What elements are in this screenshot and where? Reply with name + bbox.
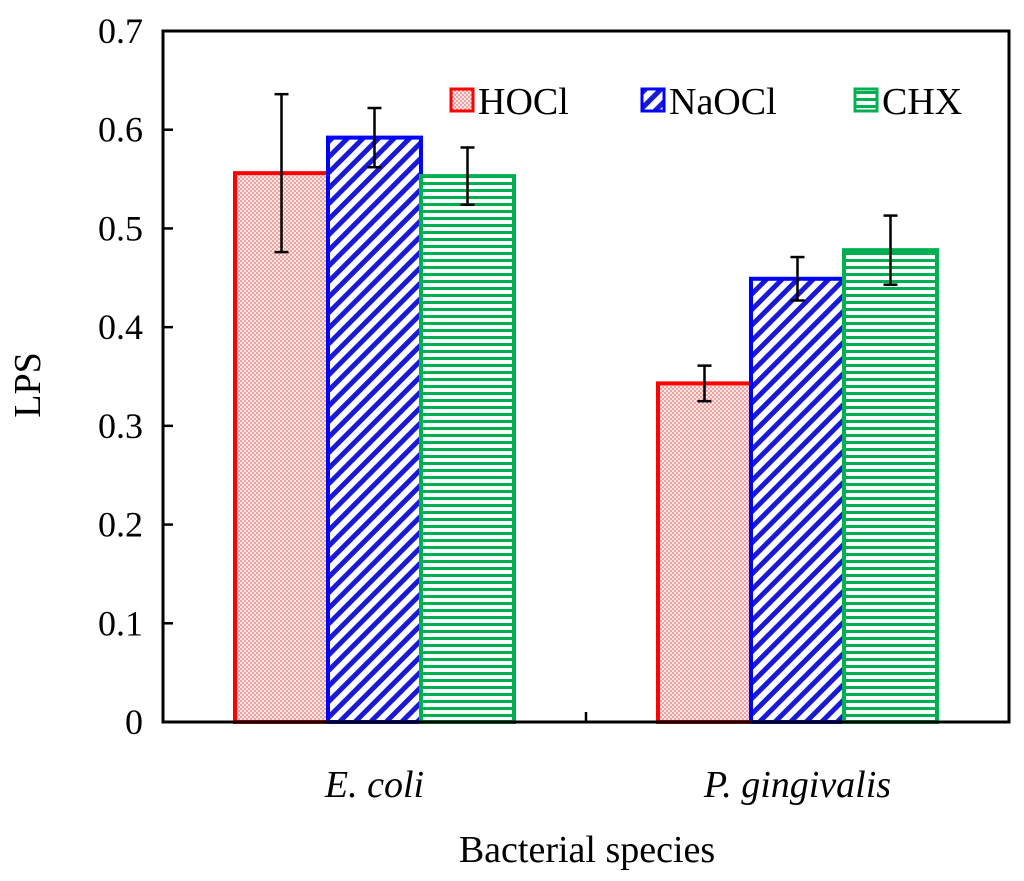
error-bar-hocl-2: [697, 364, 712, 403]
legend-label-hocl: HOCl: [478, 81, 569, 123]
y-tick-label-7: 0.6: [98, 110, 143, 150]
legend-label-chx: CHX: [882, 81, 962, 123]
error-bars-layer: [274, 92, 898, 403]
y-tick-label-4: 0.3: [98, 406, 143, 446]
legend-swatch-chx: [853, 87, 879, 113]
legend-item-naocl: NaOCl: [640, 81, 777, 123]
y-tick-label-6: 0.5: [98, 208, 143, 248]
error-bar-chx-1: [460, 146, 475, 206]
error-bar-naocl-2: [790, 255, 805, 302]
legend-swatch-hocl: [449, 87, 475, 113]
x-tick-label-2: P. gingivalis: [703, 764, 891, 806]
legend-item-hocl: HOCl: [449, 81, 569, 123]
bars-layer: [233, 135, 939, 725]
bar-hocl-2: [656, 381, 753, 724]
legend: HOCl NaOCl CHX: [449, 81, 962, 123]
error-bar-hocl-1: [274, 92, 289, 254]
y-tick-label-1: 0: [125, 702, 143, 742]
axes-layer: E. coli P. gingivalis 0 0.1 0.2 0.3 0.4 0.5 0.6 0…: [98, 11, 1011, 806]
legend-item-chx: CHX: [853, 81, 962, 123]
y-tick-label-3: 0.2: [98, 505, 143, 545]
error-bar-chx-2: [883, 214, 898, 286]
y-tick-label-8: 0.7: [98, 11, 143, 51]
legend-swatch-naocl: [640, 87, 666, 113]
y-tick-label-5: 0.4: [98, 307, 143, 347]
y-tick-label-2: 0.1: [98, 603, 143, 643]
bar-naocl-1: [326, 135, 423, 724]
bar-chx-2: [842, 248, 939, 724]
bar-hocl-1: [233, 171, 330, 725]
x-axis-title: Bacterial species: [459, 829, 715, 871]
error-bar-naocl-1: [367, 106, 382, 169]
x-tick-label-1: E. coli: [324, 764, 424, 806]
y-axis-title: LPS: [7, 352, 49, 417]
legend-label-naocl: NaOCl: [669, 81, 777, 123]
bar-chx-1: [419, 174, 516, 725]
bar-naocl-2: [749, 276, 846, 724]
